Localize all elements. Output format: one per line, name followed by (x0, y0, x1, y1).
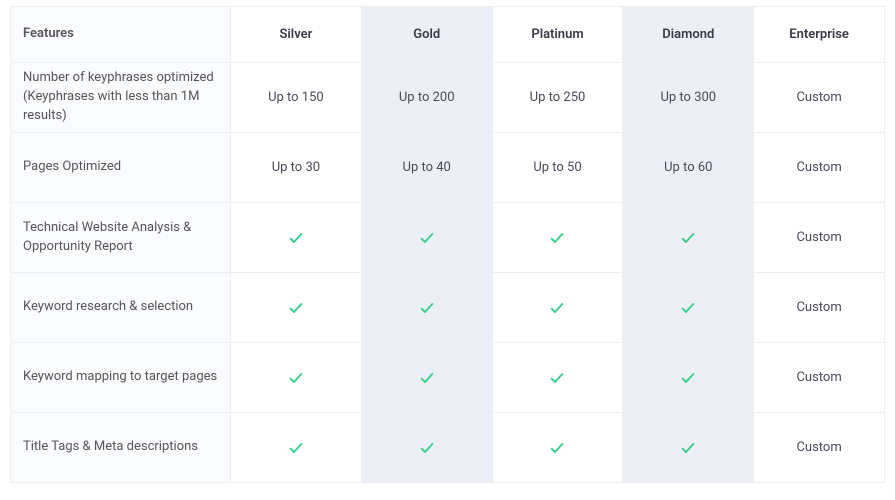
cell-value: Up to 150 (268, 90, 324, 105)
table-row: Title Tags & Meta descriptions Custom (11, 413, 885, 483)
cell-value: Custom (796, 160, 841, 175)
feature-label: Pages Optimized (11, 133, 231, 203)
plan-cell: Up to 200 (361, 63, 492, 133)
check-icon (419, 440, 435, 456)
col-header-diamond: Diamond (623, 7, 754, 63)
cell-value: Up to 250 (530, 90, 586, 105)
pricing-feature-table: Features Silver Gold Platinum Diamond En… (10, 6, 885, 483)
plan-cell (231, 413, 362, 483)
cell-value: Custom (796, 230, 841, 245)
cell-value: Custom (796, 370, 841, 385)
cell-value: Up to 30 (272, 160, 320, 175)
plan-cell: Up to 40 (361, 133, 492, 203)
table-body: Number of keyphrases optimized (Keyphras… (11, 63, 885, 483)
check-icon (288, 440, 304, 456)
plan-cell (361, 203, 492, 273)
plan-cell: Up to 150 (231, 63, 362, 133)
cell-value: Up to 200 (399, 90, 455, 105)
col-header-platinum: Platinum (492, 7, 623, 63)
table-header-row: Features Silver Gold Platinum Diamond En… (11, 7, 885, 63)
plan-cell: Up to 60 (623, 133, 754, 203)
feature-label: Technical Website Analysis & Opportunity… (11, 203, 231, 273)
cell-value: Up to 50 (533, 160, 581, 175)
plan-cell (623, 203, 754, 273)
plan-cell (492, 203, 623, 273)
table-row: Keyword research & selection Custom (11, 273, 885, 343)
plan-cell (492, 413, 623, 483)
table-row: Technical Website Analysis & Opportunity… (11, 203, 885, 273)
check-icon (549, 300, 565, 316)
plan-cell (492, 343, 623, 413)
feature-label: Number of keyphrases optimized (Keyphras… (11, 63, 231, 133)
check-icon (288, 230, 304, 246)
col-header-gold: Gold (361, 7, 492, 63)
plan-cell: Custom (754, 133, 885, 203)
plan-cell: Up to 300 (623, 63, 754, 133)
feature-label: Keyword research & selection (11, 273, 231, 343)
col-header-enterprise: Enterprise (754, 7, 885, 63)
plan-cell (361, 273, 492, 343)
plan-cell (623, 343, 754, 413)
plan-cell (492, 273, 623, 343)
check-icon (680, 300, 696, 316)
cell-value: Up to 40 (403, 160, 451, 175)
check-icon (549, 230, 565, 246)
plan-cell: Custom (754, 203, 885, 273)
check-icon (680, 370, 696, 386)
plan-cell: Custom (754, 63, 885, 133)
col-header-silver: Silver (231, 7, 362, 63)
plan-cell: Custom (754, 273, 885, 343)
plan-cell: Up to 250 (492, 63, 623, 133)
check-icon (549, 370, 565, 386)
cell-value: Custom (796, 440, 841, 455)
check-icon (680, 230, 696, 246)
plan-cell: Custom (754, 413, 885, 483)
cell-value: Up to 300 (660, 90, 716, 105)
check-icon (549, 440, 565, 456)
plan-cell (231, 343, 362, 413)
col-header-features: Features (11, 7, 231, 63)
check-icon (419, 300, 435, 316)
table-row: Keyword mapping to target pages Custom (11, 343, 885, 413)
check-icon (419, 370, 435, 386)
check-icon (288, 300, 304, 316)
plan-cell: Up to 50 (492, 133, 623, 203)
plan-cell (361, 343, 492, 413)
plan-cell (231, 203, 362, 273)
plan-cell (361, 413, 492, 483)
feature-label: Keyword mapping to target pages (11, 343, 231, 413)
plan-cell (623, 273, 754, 343)
cell-value: Custom (796, 300, 841, 315)
plan-cell (231, 273, 362, 343)
table-row: Pages Optimized Up to 30 Up to 40 Up to 50 U… (11, 133, 885, 203)
cell-value: Up to 60 (664, 160, 712, 175)
check-icon (680, 440, 696, 456)
plan-cell: Up to 30 (231, 133, 362, 203)
plan-cell (623, 413, 754, 483)
table-row: Number of keyphrases optimized (Keyphras… (11, 63, 885, 133)
cell-value: Custom (796, 90, 841, 105)
check-icon (419, 230, 435, 246)
feature-label: Title Tags & Meta descriptions (11, 413, 231, 483)
check-icon (288, 370, 304, 386)
plan-cell: Custom (754, 343, 885, 413)
